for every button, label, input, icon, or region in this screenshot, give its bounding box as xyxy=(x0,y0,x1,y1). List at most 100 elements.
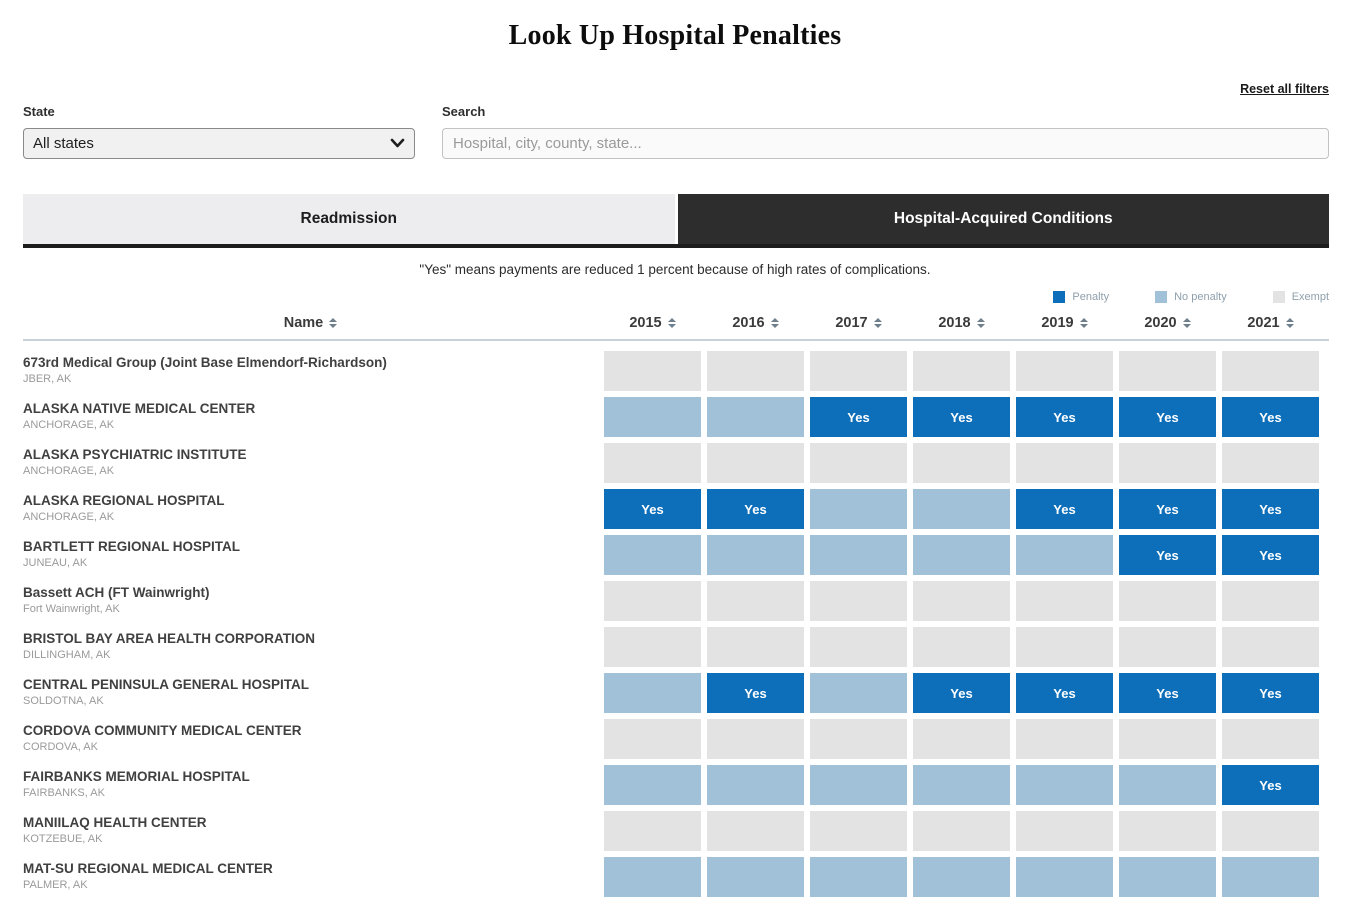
hospital-name: ALASKA NATIVE MEDICAL CENTER xyxy=(23,401,256,416)
hospital-location: KOTZEBUE, AK xyxy=(23,832,103,845)
column-header-2020[interactable]: 2020 xyxy=(1119,315,1216,331)
legend-label-exempt: Exempt xyxy=(1291,291,1329,303)
reset-all-filters-link[interactable]: Reset all filters xyxy=(1240,82,1329,96)
cell-2018-penalty: Yes xyxy=(913,673,1010,713)
cell-2019-no-penalty xyxy=(1016,535,1113,575)
hospital-location: PALMER, AK xyxy=(23,878,88,891)
cell-2017-no-penalty xyxy=(810,673,907,713)
table-row: CORDOVA COMMUNITY MEDICAL CENTER CORDOVA,… xyxy=(23,719,1329,759)
state-label: State xyxy=(23,104,55,119)
table-row: 673rd Medical Group (Joint Base Elmendor… xyxy=(23,351,1329,391)
hospital-location: DILLINGHAM, AK xyxy=(23,648,111,661)
table-row: ALASKA NATIVE MEDICAL CENTER ANCHORAGE, A… xyxy=(23,397,1329,437)
hospital-name: CORDOVA COMMUNITY MEDICAL CENTER xyxy=(23,723,302,738)
cell-2018-exempt xyxy=(913,811,1010,851)
column-header-2021[interactable]: 2021 xyxy=(1222,315,1319,331)
cell-2019-no-penalty xyxy=(1016,765,1113,805)
cell-2016-exempt xyxy=(707,627,804,667)
cell-2016-exempt xyxy=(707,351,804,391)
cell-2020-exempt xyxy=(1119,581,1216,621)
hospital-name-cell: FAIRBANKS MEMORIAL HOSPITAL FAIRBANKS, AK xyxy=(23,765,598,805)
state-select[interactable]: All states xyxy=(23,128,415,159)
penalty-yes-label: Yes xyxy=(1259,409,1282,425)
penalty-yes-label: Yes xyxy=(847,409,870,425)
cell-2019-penalty: Yes xyxy=(1016,489,1113,529)
hospital-name-cell: BRISTOL BAY AREA HEALTH CORPORATION DILLI… xyxy=(23,627,598,667)
tab-hospital-acquired-conditions[interactable]: Hospital-Acquired Conditions xyxy=(677,194,1329,244)
cell-2016-exempt xyxy=(707,719,804,759)
cell-2017-penalty: Yes xyxy=(810,397,907,437)
cell-2019-exempt xyxy=(1016,811,1113,851)
cell-2018-exempt xyxy=(913,443,1010,483)
cell-2021-penalty: Yes xyxy=(1222,397,1319,437)
table-body: 673rd Medical Group (Joint Base Elmendor… xyxy=(23,351,1329,897)
penalty-yes-label: Yes xyxy=(950,409,973,425)
cell-2016-exempt xyxy=(707,811,804,851)
cell-2016-penalty: Yes xyxy=(707,673,804,713)
hospital-name-cell: BARTLETT REGIONAL HOSPITAL JUNEAU, AK xyxy=(23,535,598,575)
cell-2015-penalty: Yes xyxy=(604,489,701,529)
cell-2015-no-penalty xyxy=(604,535,701,575)
reset-row: Reset all filters xyxy=(0,80,1350,98)
column-header-2018[interactable]: 2018 xyxy=(913,315,1010,331)
cell-2015-no-penalty xyxy=(604,765,701,805)
cell-2021-exempt xyxy=(1222,443,1319,483)
cell-2018-exempt xyxy=(913,627,1010,667)
cell-2020-exempt xyxy=(1119,443,1216,483)
tab-readmission[interactable]: Readmission xyxy=(23,194,675,244)
cell-2020-no-penalty xyxy=(1119,765,1216,805)
cell-2021-no-penalty xyxy=(1222,857,1319,897)
cell-2019-exempt xyxy=(1016,581,1113,621)
penalty-yes-label: Yes xyxy=(1053,501,1076,517)
hospital-name-cell: MANIILAQ HEALTH CENTER KOTZEBUE, AK xyxy=(23,811,598,851)
table-row: BARTLETT REGIONAL HOSPITAL JUNEAU, AK Yes Y… xyxy=(23,535,1329,575)
column-header-name[interactable]: Name xyxy=(23,315,598,331)
cell-2019-penalty: Yes xyxy=(1016,397,1113,437)
hospital-location: ANCHORAGE, AK xyxy=(23,418,115,431)
penalty-yes-label: Yes xyxy=(950,685,973,701)
state-filter-group: State All states xyxy=(23,104,415,159)
cell-2018-exempt xyxy=(913,581,1010,621)
table-row: CENTRAL PENINSULA GENERAL HOSPITAL SOLDOT… xyxy=(23,673,1329,713)
table-header-row: Name 2015 2016 2017 2018 2019 2020 2021 xyxy=(23,315,1329,341)
cell-2017-exempt xyxy=(810,811,907,851)
column-header-2019[interactable]: 2019 xyxy=(1016,315,1113,331)
search-filter-group: Search xyxy=(442,104,1329,159)
table-row: Bassett ACH (FT Wainwright) Fort Wainwrig… xyxy=(23,581,1329,621)
table-row: FAIRBANKS MEMORIAL HOSPITAL FAIRBANKS, AK… xyxy=(23,765,1329,805)
table-row: BRISTOL BAY AREA HEALTH CORPORATION DILLI… xyxy=(23,627,1329,667)
page-title: Look Up Hospital Penalties xyxy=(508,20,842,51)
hospital-location: JBER, AK xyxy=(23,372,72,385)
search-input[interactable] xyxy=(442,128,1329,159)
cell-2016-no-penalty xyxy=(707,535,804,575)
cell-2021-exempt xyxy=(1222,811,1319,851)
sort-icon xyxy=(770,318,779,328)
cell-2021-penalty: Yes xyxy=(1222,489,1319,529)
cell-2018-no-penalty xyxy=(913,489,1010,529)
cell-2015-no-penalty xyxy=(604,857,701,897)
table-row: MANIILAQ HEALTH CENTER KOTZEBUE, AK xyxy=(23,811,1329,851)
penalty-yes-label: Yes xyxy=(641,501,664,517)
penalty-yes-label: Yes xyxy=(1156,409,1179,425)
cell-2019-exempt xyxy=(1016,443,1113,483)
cell-2016-no-penalty xyxy=(707,765,804,805)
penalty-yes-label: Yes xyxy=(1259,547,1282,563)
cell-2017-exempt xyxy=(810,719,907,759)
column-header-2015[interactable]: 2015 xyxy=(604,315,701,331)
column-header-2017[interactable]: 2017 xyxy=(810,315,907,331)
cell-2015-exempt xyxy=(604,581,701,621)
cell-2018-no-penalty xyxy=(913,535,1010,575)
penalty-yes-label: Yes xyxy=(1156,547,1179,563)
cell-2019-exempt xyxy=(1016,627,1113,667)
cell-2017-no-penalty xyxy=(810,857,907,897)
hospital-name-cell: ALASKA PSYCHIATRIC INSTITUTE ANCHORAGE, A… xyxy=(23,443,598,483)
hospital-name-cell: CENTRAL PENINSULA GENERAL HOSPITAL SOLDOT… xyxy=(23,673,598,713)
penalty-yes-label: Yes xyxy=(1156,501,1179,517)
legend-label-penalty: Penalty xyxy=(1072,291,1110,303)
column-header-2016[interactable]: 2016 xyxy=(707,315,804,331)
penalty-yes-label: Yes xyxy=(744,685,767,701)
column-header-label: 2015 xyxy=(629,315,662,331)
sort-icon xyxy=(1079,318,1088,328)
sort-icon xyxy=(1285,318,1294,328)
hospital-name-cell: Bassett ACH (FT Wainwright) Fort Wainwrig… xyxy=(23,581,598,621)
